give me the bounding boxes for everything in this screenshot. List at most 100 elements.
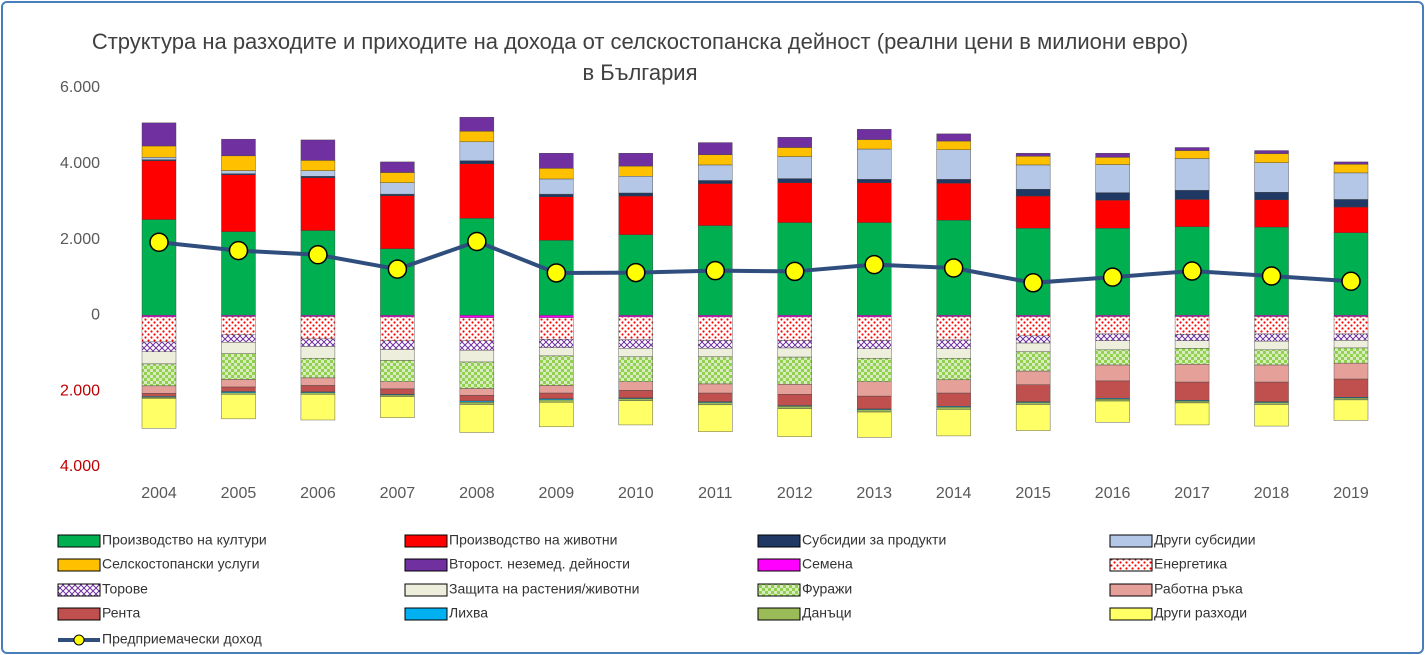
bar-segment bbox=[1015, 188, 1051, 197]
bar-segment bbox=[936, 316, 971, 341]
bar-segment bbox=[698, 164, 733, 181]
bar-segment bbox=[777, 406, 812, 409]
bar-segment bbox=[1174, 158, 1210, 191]
legend-label: Енергетика bbox=[1154, 556, 1227, 572]
bar-segment bbox=[618, 316, 653, 340]
bar-segment bbox=[221, 342, 256, 354]
bar-segment bbox=[221, 155, 256, 171]
line-marker bbox=[308, 245, 328, 265]
bar-segment bbox=[1015, 195, 1051, 229]
bar-segment bbox=[459, 350, 495, 363]
bar-segment bbox=[1095, 157, 1130, 165]
y-tick-label: 4.000 bbox=[60, 458, 100, 475]
bar-segment bbox=[459, 395, 495, 402]
line-marker bbox=[1023, 273, 1043, 293]
bar-segment bbox=[1333, 206, 1369, 233]
legend-swatch bbox=[404, 583, 448, 597]
bar-segment bbox=[777, 384, 812, 395]
x-tick-label: 2019 bbox=[1333, 485, 1369, 502]
bar-segment bbox=[1333, 399, 1369, 421]
bar-segment bbox=[141, 393, 177, 397]
bar-segment bbox=[618, 192, 653, 197]
bar-segment bbox=[141, 351, 177, 365]
legend-label: Производство на животни bbox=[449, 532, 618, 548]
legend-label: Други субсидии bbox=[1154, 532, 1256, 548]
x-tick-label: 2009 bbox=[539, 485, 575, 502]
bar-segment bbox=[1095, 364, 1130, 382]
legend-label: Торове bbox=[102, 581, 148, 597]
line-marker bbox=[1341, 271, 1361, 292]
bar-segment bbox=[1254, 162, 1289, 193]
bar-segment bbox=[777, 340, 812, 349]
bar-segment bbox=[936, 358, 971, 381]
bar-segment bbox=[777, 347, 812, 358]
bar-segment bbox=[141, 385, 177, 394]
bar-segment bbox=[141, 315, 177, 318]
bar-segment bbox=[698, 316, 733, 341]
bar-segment bbox=[1095, 398, 1130, 402]
bar-segment bbox=[698, 154, 733, 166]
x-tick-label: 2004 bbox=[141, 485, 177, 502]
bar-segment bbox=[459, 141, 495, 161]
bar-segment bbox=[459, 388, 495, 396]
bar-segment bbox=[380, 316, 415, 341]
x-tick-label: 2017 bbox=[1174, 485, 1210, 502]
bar-segment bbox=[698, 404, 733, 432]
bar-segment bbox=[539, 399, 574, 403]
legend-label: Предприемачески доход bbox=[102, 631, 262, 647]
x-tick-label: 2016 bbox=[1095, 485, 1131, 502]
bar-segment bbox=[857, 358, 892, 382]
bar-segment bbox=[857, 340, 892, 349]
bar-segment bbox=[777, 408, 812, 437]
legend-swatch bbox=[757, 534, 801, 548]
line-marker bbox=[228, 240, 249, 261]
bar-segment bbox=[1015, 335, 1051, 344]
bar-segment bbox=[1254, 333, 1289, 342]
chart-title: Структура на разходите и приходите на до… bbox=[91, 29, 1189, 85]
bar-segment bbox=[300, 385, 336, 393]
bar-segment bbox=[618, 356, 653, 382]
bar-segment bbox=[777, 182, 812, 223]
bar-segment bbox=[1095, 349, 1130, 366]
y-tick-label: 0 bbox=[91, 307, 100, 324]
bar-segment bbox=[618, 315, 653, 318]
bar-segment bbox=[300, 177, 336, 231]
bar-segment bbox=[1254, 349, 1289, 366]
bar-segment bbox=[936, 182, 971, 221]
bar-segment bbox=[857, 315, 892, 318]
legend-label: Лихва bbox=[449, 605, 488, 621]
bar-segment bbox=[459, 317, 495, 341]
bar-segment bbox=[459, 131, 495, 143]
bar-segment bbox=[1095, 152, 1130, 158]
bar-segment bbox=[1254, 402, 1289, 405]
bar-segment bbox=[141, 157, 177, 160]
bar-segment bbox=[936, 179, 971, 184]
bar-segment bbox=[1095, 400, 1130, 423]
legend-swatch bbox=[757, 583, 801, 597]
bar-segment bbox=[141, 341, 177, 352]
bar-segment bbox=[1015, 152, 1051, 157]
bar-segment bbox=[300, 230, 336, 316]
bar-segment bbox=[936, 409, 971, 437]
bar-segment bbox=[1333, 347, 1369, 364]
bar-segment bbox=[380, 381, 415, 390]
bar-segment bbox=[1174, 150, 1210, 159]
bar-segment bbox=[1174, 364, 1210, 383]
bar-segment bbox=[618, 348, 653, 357]
legend-swatch bbox=[57, 607, 101, 621]
bar-segment bbox=[1254, 192, 1289, 201]
legend-swatch bbox=[57, 558, 101, 572]
bar-segment bbox=[936, 133, 971, 142]
bar-segment bbox=[300, 338, 336, 347]
line-marker bbox=[387, 259, 408, 279]
bar-segment bbox=[1095, 380, 1130, 399]
bar-segment bbox=[1254, 404, 1289, 427]
bar-segment bbox=[1254, 316, 1289, 335]
line-marker bbox=[546, 263, 567, 283]
legend-swatch bbox=[1109, 607, 1153, 621]
legend-swatch bbox=[1109, 583, 1153, 597]
x-tick-label: 2015 bbox=[1015, 485, 1051, 502]
bar-segment bbox=[857, 182, 892, 223]
bar-segment bbox=[1174, 316, 1210, 335]
